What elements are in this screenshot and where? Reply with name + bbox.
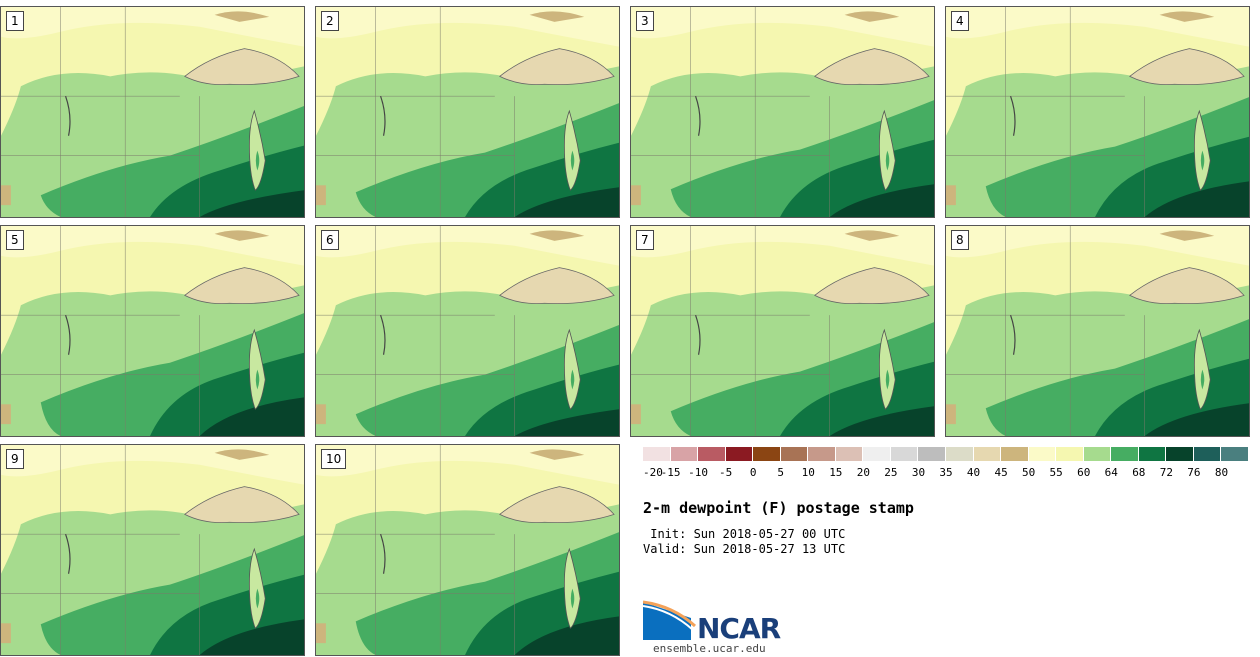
colorbar-swatch: [1056, 447, 1084, 461]
dewpoint-map: [946, 7, 1249, 217]
dewpoint-map: [1, 7, 304, 217]
panel-label: 3: [636, 11, 654, 31]
dewpoint-map: [316, 445, 619, 655]
map-panel: 9: [0, 444, 305, 656]
colorbar-swatch: [1083, 447, 1112, 461]
colorbar-swatch: [1193, 447, 1222, 461]
colorbar-ticks: -20 -15 -10 -5 0 5 10 15 20 25 30 35 40 45 50 55 60 64 68 7…: [643, 466, 1249, 480]
panel-label: 2: [321, 11, 339, 31]
map-panel: 6: [315, 225, 620, 437]
panel-label: 10: [321, 449, 347, 469]
colorbar-tick-label: 64: [1104, 466, 1118, 479]
map-panel: 1: [0, 6, 305, 218]
init-time: Init: Sun 2018-05-27 00 UTC: [643, 527, 846, 541]
colorbar-tick-label: 30: [911, 466, 926, 479]
colorbar-swatch: [808, 447, 836, 461]
panel-label: 5: [6, 230, 24, 250]
map-panel: 7: [630, 225, 935, 437]
panel-label: 4: [951, 11, 969, 31]
colorbar-swatch: [643, 447, 671, 461]
panel-label: 8: [951, 230, 969, 250]
colorbar-swatch: [1138, 447, 1167, 461]
dewpoint-map: [631, 7, 934, 217]
dewpoint-map: [316, 7, 619, 217]
map-panel: 5: [0, 225, 305, 437]
panel-label: 7: [636, 230, 654, 250]
colorbar-swatch: [918, 447, 947, 461]
colorbar-tick-label: 60: [1077, 466, 1091, 479]
colorbar-tick-label: 72: [1159, 466, 1173, 479]
colorbar-tick-label: 80: [1214, 466, 1229, 479]
colorbar-swatch: [973, 447, 1002, 461]
dewpoint-map: [631, 226, 934, 436]
colorbar-tick-label: 25: [884, 466, 898, 479]
colorbar-swatch: [890, 447, 919, 461]
chart-title: 2-m dewpoint (F) postage stamp: [643, 499, 914, 517]
colorbar-swatch: [1001, 447, 1029, 461]
colorbar-tick-label: 20: [856, 466, 870, 479]
colorbar-tick-label: 68: [1132, 466, 1146, 479]
colorbar-swatch: [1221, 447, 1250, 461]
colorbar-tick-label: 35: [939, 466, 953, 479]
colorbar-tick-label: -20: [643, 466, 663, 479]
ncar-logo-icon: [643, 600, 697, 640]
colorbar-swatch: [863, 447, 891, 461]
colorbar-swatch: [1166, 447, 1194, 461]
valid-time: Valid: Sun 2018-05-27 13 UTC: [643, 542, 846, 556]
colorbar-tick-label: 40: [966, 466, 981, 479]
colorbar-tick-label: -5: [719, 466, 733, 479]
colorbar-tick-label: 55: [1049, 466, 1063, 479]
panel-label: 1: [6, 11, 24, 31]
map-panel: 3: [630, 6, 935, 218]
colorbar-tick-label: -10: [688, 466, 709, 479]
colorbar-tick-label: 5: [777, 466, 785, 479]
panel-label: 9: [6, 449, 24, 469]
map-panel: 10: [315, 444, 620, 656]
footer-url: ensemble.ucar.edu: [653, 642, 766, 655]
colorbar-swatch: [835, 447, 864, 461]
map-panel: 2: [315, 6, 620, 218]
colorbar-tick-label: 76: [1187, 466, 1201, 479]
dewpoint-map: [1, 445, 304, 655]
colorbar-tick-label: 0: [749, 466, 757, 479]
colorbar-swatch: [725, 447, 754, 461]
colorbar-tick-label: 50: [1022, 466, 1036, 479]
colorbar-swatch: [1111, 447, 1139, 461]
dewpoint-map: [1, 226, 304, 436]
colorbar-tick-label: 15: [829, 466, 843, 479]
map-panel: 8: [945, 225, 1250, 437]
colorbar-tick-label: 45: [994, 466, 1008, 479]
colorbar-swatch: [670, 447, 699, 461]
colorbar-swatch: [780, 447, 809, 461]
map-panel: 4: [945, 6, 1250, 218]
logo-text: NCAR: [697, 612, 781, 645]
colorbar-swatch: [753, 447, 781, 461]
colorbar-swatch: [698, 447, 726, 461]
colorbar-swatch: [1028, 447, 1057, 461]
colorbar-swatch: [946, 447, 974, 461]
dewpoint-map: [316, 226, 619, 436]
colorbar-tick-label: 10: [801, 466, 815, 479]
dewpoint-map: [946, 226, 1249, 436]
colorbar-tick-label: -15: [660, 466, 681, 479]
colorbar: [643, 446, 1250, 462]
panel-label: 6: [321, 230, 339, 250]
